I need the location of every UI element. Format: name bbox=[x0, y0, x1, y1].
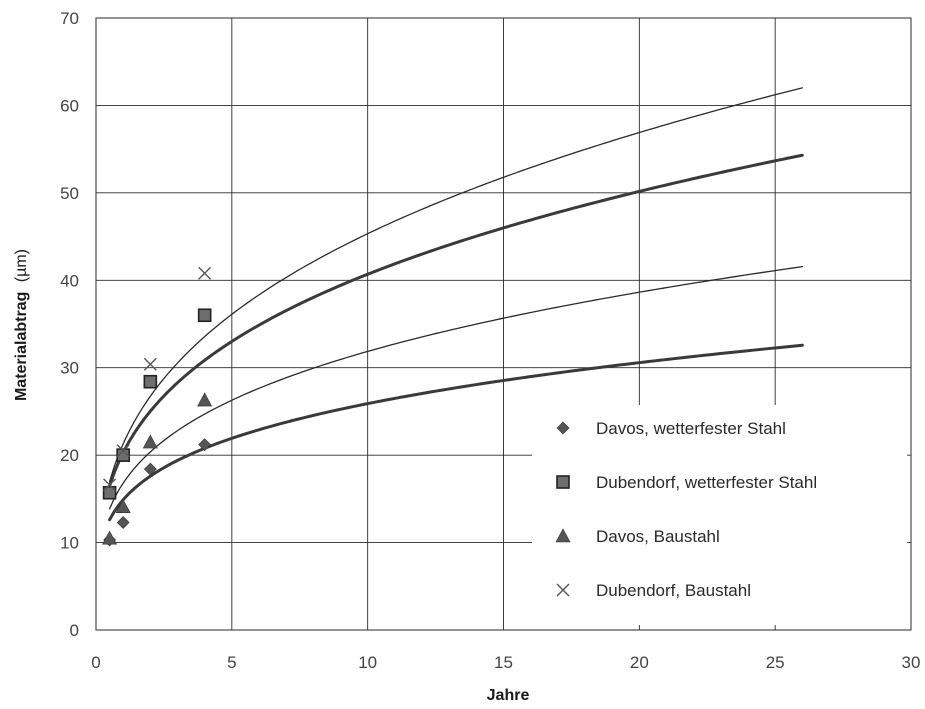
y-axis-title-text: Materialabtrag bbox=[13, 292, 30, 401]
y-tick-label-3: 30 bbox=[60, 359, 79, 378]
x-axis-title: Jahre bbox=[487, 687, 530, 704]
y-tick-label-2: 20 bbox=[60, 446, 79, 465]
data-point-1-2 bbox=[143, 374, 158, 389]
data-point-2-2 bbox=[142, 434, 158, 449]
y-tick-label-7: 70 bbox=[60, 9, 79, 28]
fit-curve-3 bbox=[108, 87, 803, 483]
data-point-1-1 bbox=[116, 448, 130, 462]
legend-marker-2 bbox=[555, 528, 571, 543]
fit-curve-2 bbox=[108, 265, 803, 510]
y-tick-label-5: 50 bbox=[60, 184, 79, 203]
x-tick-labels: 0 5 10 15 20 25 30 bbox=[91, 653, 920, 672]
x-tick-label-0: 0 bbox=[91, 653, 100, 672]
y-tick-label-0: 0 bbox=[70, 621, 79, 640]
legend-marker-1 bbox=[556, 475, 570, 489]
x-tick-label-4: 20 bbox=[630, 653, 649, 672]
legend-label-0: Davos, wetterfester Stahl bbox=[596, 419, 786, 438]
legend-background bbox=[532, 405, 907, 625]
y-axis-title: Materialabtrag (µm) bbox=[13, 249, 30, 401]
legend-marker-0 bbox=[556, 421, 570, 435]
x-tick-label-1: 5 bbox=[227, 653, 236, 672]
legend: Davos, wetterfester Stahl Dubendorf, wett… bbox=[532, 405, 907, 625]
data-point-3-0 bbox=[103, 478, 117, 492]
x-tick-label-2: 10 bbox=[358, 653, 377, 672]
data-point-2-1 bbox=[115, 499, 131, 514]
data-point-0-3 bbox=[198, 438, 212, 452]
data-point-2-0 bbox=[102, 530, 118, 545]
data-point-1-0 bbox=[102, 485, 117, 500]
data-point-0-1 bbox=[116, 516, 130, 529]
data-point-2-3 bbox=[197, 392, 213, 407]
fit-curve-0 bbox=[108, 343, 804, 522]
data-point-3-1 bbox=[116, 444, 130, 458]
plot-frame bbox=[95, 17, 912, 631]
legend-label-3: Dubendorf, Baustahl bbox=[596, 581, 751, 600]
x-tick-label-3: 15 bbox=[494, 653, 513, 672]
grid-lines bbox=[95, 17, 912, 631]
fit-curves bbox=[108, 87, 804, 522]
data-point-3-2 bbox=[143, 357, 157, 371]
y-tick-labels: 0 10 20 30 40 50 60 70 bbox=[60, 9, 79, 640]
y-axis-unit: (µm) bbox=[13, 249, 30, 282]
legend-label-2: Davos, Baustahl bbox=[596, 527, 720, 546]
x-tick-label-6: 30 bbox=[902, 653, 921, 672]
data-points bbox=[102, 266, 213, 547]
legend-marker-3 bbox=[556, 583, 570, 597]
fit-curve-1 bbox=[108, 153, 804, 488]
y-tick-label-4: 40 bbox=[60, 271, 79, 290]
x-tick-label-5: 25 bbox=[766, 653, 785, 672]
data-point-0-2 bbox=[143, 462, 157, 476]
data-point-1-3 bbox=[197, 308, 212, 323]
y-tick-label-1: 10 bbox=[60, 534, 79, 553]
legend-label-1: Dubendorf, wetterfester Stahl bbox=[596, 473, 817, 492]
data-point-3-3 bbox=[198, 266, 212, 280]
y-tick-label-6: 60 bbox=[60, 96, 79, 115]
